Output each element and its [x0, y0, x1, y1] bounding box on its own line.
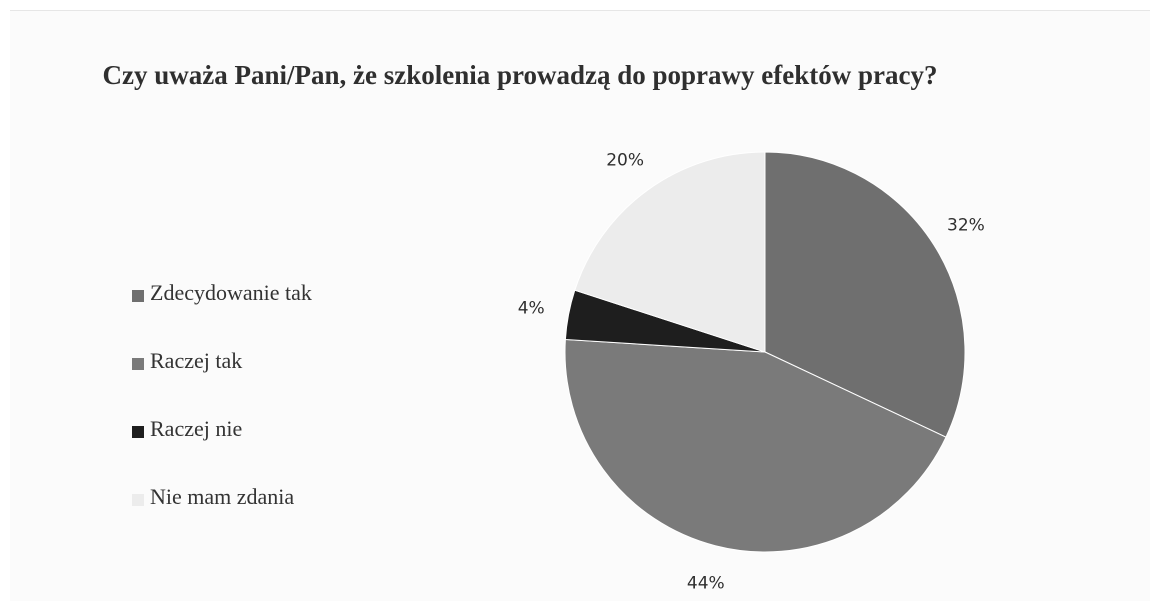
- legend-item-zdecydowanie-tak: Zdecydowanie tak: [132, 280, 392, 348]
- legend-label: Raczej tak: [150, 348, 243, 373]
- legend-label: Nie mam zdania: [150, 484, 295, 509]
- data-label-nie-mam-zdania: 20%: [606, 150, 644, 170]
- legend-label: Raczej nie: [150, 416, 243, 441]
- data-label-zdecydowanie-tak: 32%: [947, 215, 985, 235]
- legend-swatch: [132, 494, 144, 506]
- chart-legend: Zdecydowanie tak Raczej tak Raczej nie N…: [132, 280, 392, 552]
- chart-title: Czy uważa Pani/Pan, że szkolenia prowadz…: [102, 60, 938, 90]
- legend-swatch: [132, 290, 144, 302]
- legend-swatch: [132, 358, 144, 370]
- data-label-raczej-nie: 4%: [518, 298, 545, 318]
- legend-item-nie-mam-zdania: Nie mam zdania: [132, 484, 392, 552]
- pie-slice-zdecydowanie-tak: [764, 151, 966, 438]
- legend-swatch: [132, 426, 144, 438]
- pie-slice-nie-mam-zdania: [574, 151, 766, 353]
- pie-slice-raczej-tak: [564, 338, 947, 553]
- legend-item-raczej-nie: Raczej nie: [132, 416, 392, 484]
- legend-item-raczej-tak: Raczej tak: [132, 348, 392, 416]
- legend-label: Zdecydowanie tak: [150, 280, 312, 305]
- data-label-raczej-tak: 44%: [687, 574, 725, 594]
